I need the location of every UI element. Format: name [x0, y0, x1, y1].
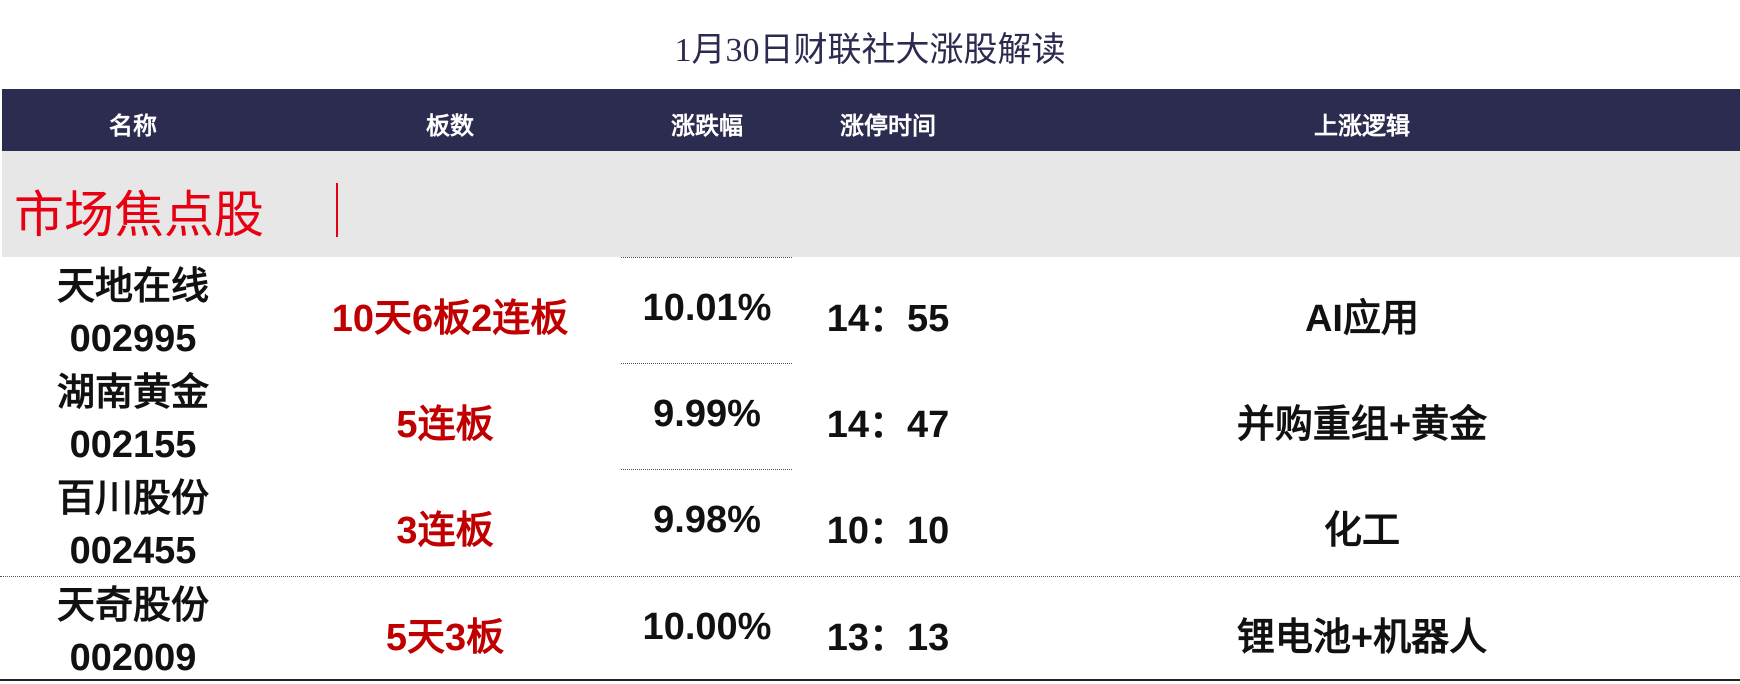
dotted-divider [621, 257, 792, 258]
change-pct: 10.00% [642, 606, 772, 648]
change-pct: 10.01% [642, 287, 772, 329]
row-divider [0, 576, 1740, 577]
stock-name: 湖南黄金 [56, 372, 210, 414]
rise-logic: AI应用 [1304, 298, 1420, 340]
board-count: 3连板 [396, 510, 494, 552]
board-count: 10天6板2连板 [331, 298, 569, 340]
table-row: 天地在线 002995 10天6板2连板 10.01% 14：55 AI应用 [0, 257, 1740, 363]
section-divider [336, 183, 338, 237]
page-title: 1月30日财联社大涨股解读 [674, 32, 1066, 69]
header-name: 名称 [109, 113, 157, 140]
header-change: 涨跌幅 [671, 113, 743, 140]
change-pct: 9.98% [653, 499, 761, 541]
limit-time: 13：13 [826, 617, 950, 659]
header-logic: 上涨逻辑 [1314, 113, 1410, 140]
stock-code: 002155 [69, 424, 197, 466]
table-header: 名称 板数 涨跌幅 涨停时间 上涨逻辑 [2, 89, 1740, 151]
table-row: 天奇股份 002009 5天3板 10.00% 13：13 锂电池+机器人 [0, 576, 1740, 682]
board-count: 5天3板 [385, 617, 505, 659]
rise-logic: 并购重组+黄金 [1236, 404, 1488, 446]
stock-name-cell: 湖南黄金 002155 [57, 367, 209, 471]
rise-logic: 化工 [1323, 510, 1401, 552]
table-row: 百川股份 002455 3连板 9.98% 10：10 化工 [0, 469, 1740, 575]
stock-name-cell: 百川股份 002455 [57, 473, 209, 577]
section-band: 市场焦点股 [2, 151, 1740, 257]
stock-name: 百川股份 [56, 478, 210, 520]
header-limit-time: 涨停时间 [840, 113, 936, 140]
stock-name-cell: 天奇股份 002009 [57, 580, 209, 684]
change-pct: 9.99% [653, 393, 761, 435]
table-row: 湖南黄金 002155 5连板 9.99% 14：47 并购重组+黄金 [0, 363, 1740, 469]
limit-time: 10：10 [826, 510, 950, 552]
dotted-divider [621, 469, 792, 470]
dotted-divider [621, 363, 792, 364]
limit-time: 14：55 [826, 298, 950, 340]
section-title: 市场焦点股 [14, 186, 264, 244]
rise-logic: 锂电池+机器人 [1236, 617, 1488, 659]
board-count: 5连板 [396, 404, 494, 446]
stock-name: 天奇股份 [56, 585, 210, 627]
stock-code: 002995 [69, 318, 197, 360]
stock-code: 002455 [69, 530, 197, 572]
stock-name: 天地在线 [56, 266, 210, 308]
stock-code: 002009 [69, 637, 197, 679]
table-bottom-border [0, 679, 1740, 681]
header-board: 板数 [426, 113, 474, 140]
stock-name-cell: 天地在线 002995 [57, 261, 209, 365]
limit-time: 14：47 [826, 404, 950, 446]
